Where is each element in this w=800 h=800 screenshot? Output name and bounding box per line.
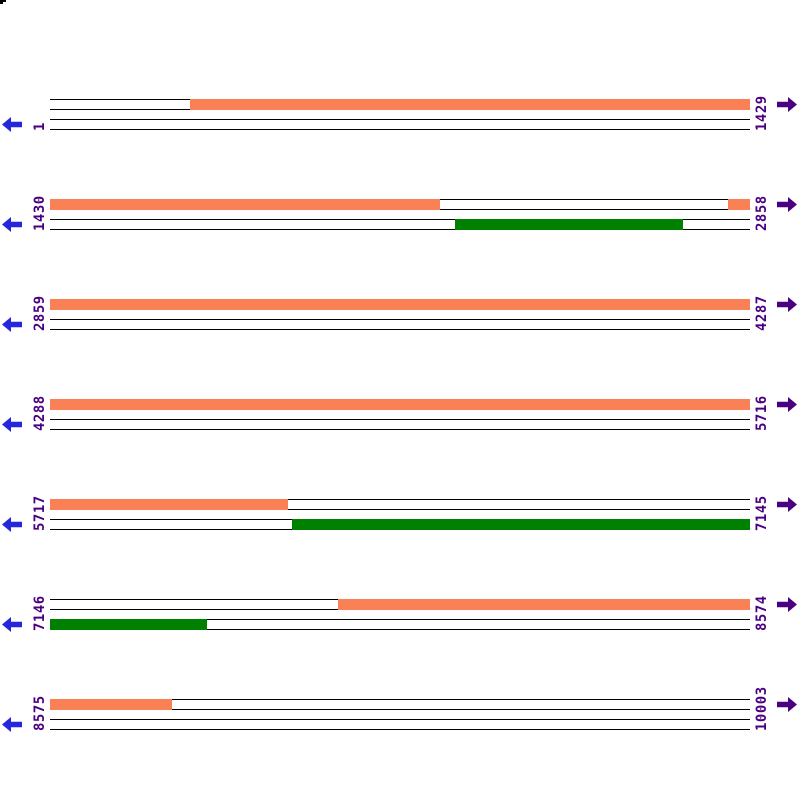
row-start-label: 4288 — [32, 395, 48, 431]
sequence-row: 1430 2858 — [0, 195, 800, 300]
sequence-row: 4288 5716 — [0, 395, 800, 500]
right-continuation-arrow-icon — [777, 397, 797, 412]
alignment-bar-orange — [50, 398, 750, 410]
right-continuation-arrow-icon — [777, 197, 797, 212]
top-strand-track — [50, 598, 750, 610]
row-start-label: 1430 — [32, 195, 48, 231]
corner-glyph-fragment — [0, 0, 6, 4]
bottom-strand-track — [50, 419, 750, 430]
row-end-label: 5716 — [754, 395, 770, 431]
alignment-bar-green — [50, 618, 207, 630]
alignment-bar-orange — [727, 198, 750, 210]
row-start-label: 5717 — [32, 495, 48, 531]
top-strand-track — [50, 298, 750, 310]
bottom-strand-track — [50, 218, 750, 230]
left-continuation-arrow-icon — [2, 217, 22, 232]
bottom-strand-track — [50, 119, 750, 130]
right-continuation-arrow-icon — [777, 697, 797, 712]
alignment-bar-orange — [338, 598, 750, 610]
row-end-label: 4287 — [754, 295, 770, 331]
right-continuation-arrow-icon — [777, 597, 797, 612]
right-continuation-arrow-icon — [777, 97, 797, 112]
row-end-label: 7145 — [754, 495, 770, 531]
sequence-row: 7146 8574 — [0, 595, 800, 700]
left-continuation-arrow-icon — [2, 717, 22, 732]
sequence-row: 8575 10003 — [0, 686, 800, 800]
left-continuation-arrow-icon — [2, 517, 22, 532]
left-continuation-arrow-icon — [2, 117, 22, 132]
top-strand-track — [50, 698, 750, 710]
right-continuation-arrow-icon — [777, 297, 797, 312]
alignment-bar-green — [455, 218, 683, 230]
alignment-bar-orange — [50, 698, 172, 710]
row-start-label: 8575 — [32, 695, 48, 731]
row-end-label: 8574 — [754, 595, 770, 631]
row-end-label: 2858 — [754, 195, 770, 231]
left-continuation-arrow-icon — [2, 617, 22, 632]
top-strand-track — [50, 498, 750, 510]
alignment-bar-green — [291, 518, 750, 530]
sequence-row: 5717 7145 — [0, 495, 800, 600]
alignment-bar-orange — [50, 298, 750, 310]
sequence-row: 1 1429 — [0, 95, 800, 200]
bottom-strand-track — [50, 719, 750, 730]
row-start-label: 7146 — [32, 595, 48, 631]
top-strand-track — [50, 398, 750, 410]
row-end-label: 1429 — [754, 95, 770, 131]
row-start-label: 2859 — [32, 295, 48, 331]
top-strand-track — [50, 198, 750, 210]
alignment-bar-orange — [190, 98, 750, 110]
sequence-row: 2859 4287 — [0, 295, 800, 400]
bottom-strand-track — [50, 319, 750, 330]
bottom-strand-track — [50, 518, 750, 530]
alignment-bar-orange — [50, 498, 289, 510]
alignment-bar-orange — [50, 198, 440, 210]
row-start-label: 1 — [32, 122, 48, 131]
row-end-label: 10003 — [754, 686, 770, 731]
top-strand-track — [50, 98, 750, 110]
left-continuation-arrow-icon — [2, 417, 22, 432]
right-continuation-arrow-icon — [777, 497, 797, 512]
bottom-strand-track — [50, 618, 750, 630]
left-continuation-arrow-icon — [2, 317, 22, 332]
